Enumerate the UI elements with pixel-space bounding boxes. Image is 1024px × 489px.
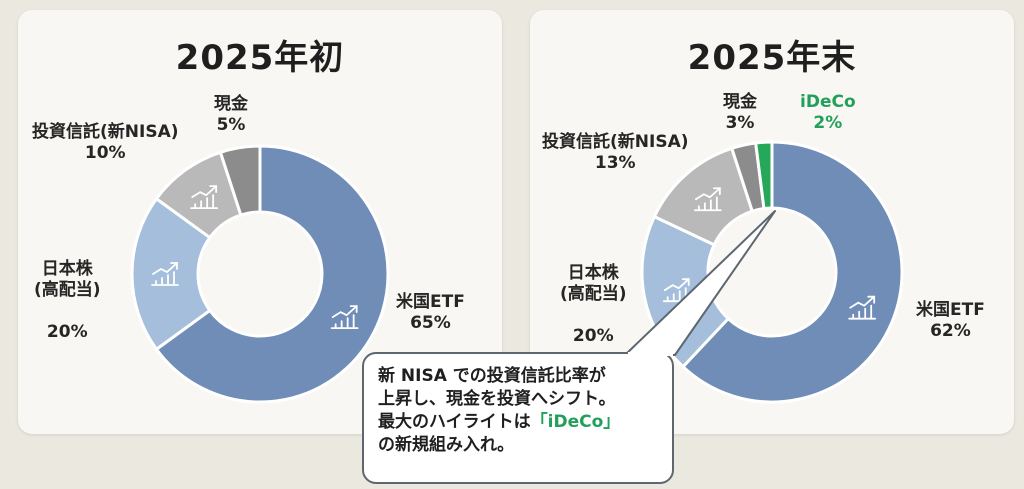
slice-label-trust: 投資信託(新NISA) 13% <box>542 132 689 173</box>
chart-panel-start: 2025年初 現金 5% 投資信託(新NISA) 10% 日本株 (高配当) 2… <box>18 10 502 434</box>
growth-chart-icon <box>151 262 179 286</box>
slice-label-ideco: iDeCo 2% <box>800 92 856 133</box>
annotation-callout: 新 NISA での投資信託比率が 上昇し、現金を投資へシフト。 最大のハイライト… <box>362 352 674 484</box>
slice-label-cash: 現金 5% <box>214 94 248 135</box>
slice-label-us-etf: 米国ETF 65% <box>396 292 465 333</box>
callout-line-3: 最大のハイライトは「iDeCo」 <box>378 412 621 432</box>
slice-label-trust: 投資信託(新NISA) 10% <box>32 122 179 163</box>
growth-chart-icon <box>693 187 722 212</box>
callout-line-2: 上昇し、現金を投資へシフト。 <box>378 389 616 409</box>
slice-ideco <box>754 140 774 211</box>
slice-label-us-etf: 米国ETF 62% <box>916 300 985 341</box>
slice-label-jp-stock: 日本株 (高配当) 20% <box>34 259 101 342</box>
growth-chart-icon <box>848 295 877 320</box>
slice-us-etf <box>681 140 904 404</box>
chart-title-start: 2025年初 <box>175 38 345 78</box>
donut-chart-start <box>130 144 390 404</box>
callout-line-1: 新 NISA での投資信託比率が <box>378 366 606 386</box>
slice-us-etf <box>154 144 390 404</box>
growth-chart-icon <box>330 305 359 330</box>
slice-jp-stock <box>130 197 212 351</box>
callout-line-4: の新規組み入れ。 <box>378 435 515 455</box>
slice-label-jp-stock: 日本株 (高配当) 20% <box>560 263 627 346</box>
chart-title-end: 2025年末 <box>687 38 857 78</box>
slice-label-cash: 現金 3% <box>723 92 757 133</box>
slice-cash <box>218 144 262 217</box>
growth-chart-icon <box>190 185 219 210</box>
donut-chart-end <box>640 140 904 404</box>
callout-highlight-ideco: 「iDeCo」 <box>530 412 621 432</box>
